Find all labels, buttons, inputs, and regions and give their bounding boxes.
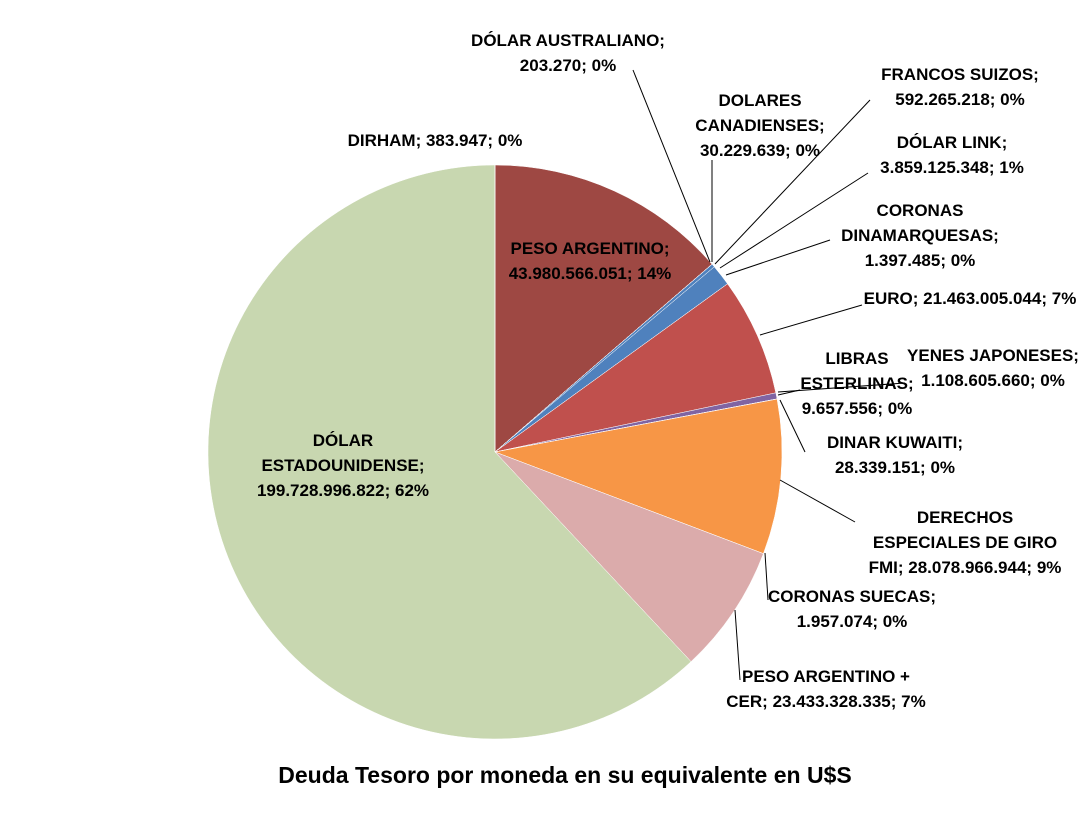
data-label: DOLARES CANADIENSES; 30.229.639; 0% bbox=[680, 88, 840, 163]
leader-line bbox=[714, 99, 871, 265]
data-label: DIRHAM; 383.947; 0% bbox=[305, 128, 565, 153]
slice-name: YENES JAPONESES; bbox=[907, 346, 1079, 365]
leader-line bbox=[734, 609, 741, 681]
chart-title: Deuda Tesoro por moneda en su equivalent… bbox=[278, 762, 852, 788]
slice-value: 592.265.218; bbox=[895, 90, 996, 109]
slice-percent: 14% bbox=[637, 264, 672, 283]
slice-value: 23.433.328.335; bbox=[772, 692, 897, 711]
leader-line bbox=[759, 304, 863, 336]
leader-line bbox=[764, 552, 769, 601]
pie-slice bbox=[494, 398, 783, 554]
data-label: FRANCOS SUIZOS; 592.265.218; 0% bbox=[875, 62, 1045, 112]
slice-name: DÓLAR ESTADOUNIDENSE; bbox=[261, 431, 425, 475]
slice-value: 43.980.566.051; bbox=[508, 264, 633, 283]
slice-percent: 0% bbox=[591, 56, 617, 75]
slice-percent: 0% bbox=[882, 612, 908, 631]
slice-name: PESO ARGENTINO; bbox=[510, 239, 670, 258]
slice-percent: 7% bbox=[901, 692, 926, 711]
slice-name: PESO ARGENTINO + CER; bbox=[726, 667, 910, 711]
slice-name: DÓLAR LINK; bbox=[896, 133, 1008, 152]
slice-percent: 0% bbox=[950, 251, 976, 270]
pie-slice bbox=[494, 283, 777, 453]
slice-percent: 0% bbox=[1040, 371, 1065, 390]
slice-name: CORONAS SUECAS; bbox=[767, 587, 937, 606]
data-label: EURO; 21.463.005.044; 7% bbox=[850, 286, 1082, 311]
slice-value: 1.108.605.660; bbox=[921, 371, 1036, 390]
data-label: YENES JAPONESES; 1.108.605.660; 0% bbox=[903, 343, 1082, 393]
slice-name: CORONAS DINAMARQUESAS; bbox=[841, 201, 999, 245]
data-label: CORONAS DINAMARQUESAS; 1.397.485; 0% bbox=[825, 198, 1015, 273]
pie-slice bbox=[207, 164, 692, 740]
data-label: DÓLAR LINK; 3.859.125.348; 1% bbox=[862, 130, 1042, 180]
slice-value: 1.957.074; bbox=[796, 612, 878, 631]
data-label: PESO ARGENTINO + CER; 23.433.328.335; 7% bbox=[726, 664, 926, 714]
slice-percent: 1% bbox=[999, 158, 1024, 177]
slice-name: LIBRAS ESTERLINAS; bbox=[800, 349, 914, 393]
slice-value: 1.397.485; bbox=[864, 251, 946, 270]
leader-line bbox=[725, 239, 831, 276]
slice-percent: 7% bbox=[1051, 289, 1077, 308]
slice-value: 9.657.556; bbox=[801, 399, 883, 418]
slice-name: DINAR KUWAITI; bbox=[827, 433, 963, 452]
slice-percent: 62% bbox=[395, 481, 430, 500]
data-label: DERECHOS ESPECIALES DE GIRO FMI; 28.078.… bbox=[865, 505, 1065, 580]
slice-value: 30.229.639; bbox=[699, 141, 791, 160]
slice-value: 203.270; bbox=[519, 56, 587, 75]
slice-name: DOLARES CANADIENSES; bbox=[695, 91, 825, 135]
slice-value: 383.947; bbox=[425, 131, 494, 150]
leader-line bbox=[719, 172, 869, 269]
data-label: DÓLAR ESTADOUNIDENSE; 199.728.996.822; 6… bbox=[233, 428, 453, 503]
data-label: CORONAS SUECAS; 1.957.074; 0% bbox=[757, 584, 947, 634]
slice-percent: 0% bbox=[1000, 90, 1025, 109]
leader-line bbox=[632, 69, 711, 263]
slice-value: 28.339.151; bbox=[834, 458, 926, 477]
slice-name: DÓLAR AUSTRALIANO; bbox=[471, 31, 665, 50]
leader-line bbox=[779, 399, 806, 453]
slice-name: DERECHOS ESPECIALES DE GIRO FMI; bbox=[868, 508, 1058, 577]
data-label: DÓLAR AUSTRALIANO; 203.270; 0% bbox=[458, 28, 678, 78]
slice-name: FRANCOS SUIZOS; bbox=[881, 65, 1039, 84]
slice-percent: 0% bbox=[930, 458, 956, 477]
slice-value: 199.728.996.822; bbox=[256, 481, 391, 500]
pie-slice bbox=[494, 451, 764, 662]
slice-percent: 0% bbox=[887, 399, 913, 418]
slice-percent: 9% bbox=[1036, 558, 1062, 577]
data-label: LIBRAS ESTERLINAS; 9.657.556; 0% bbox=[797, 346, 917, 421]
slice-value: 3.859.125.348; bbox=[880, 158, 995, 177]
leader-line bbox=[779, 479, 856, 523]
slice-percent: 0% bbox=[795, 141, 821, 160]
slice-value: 28.078.966.944; bbox=[908, 558, 1033, 577]
slice-name: DIRHAM; bbox=[347, 131, 422, 150]
slice-name: EURO; bbox=[863, 289, 919, 308]
leader-line bbox=[777, 389, 801, 396]
pie-slice bbox=[494, 164, 713, 453]
data-label: DINAR KUWAITI; 28.339.151; 0% bbox=[810, 430, 980, 480]
slice-value: 21.463.005.044; bbox=[923, 289, 1048, 308]
slice-percent: 0% bbox=[497, 131, 523, 150]
data-label: PESO ARGENTINO; 43.980.566.051; 14% bbox=[480, 236, 700, 286]
